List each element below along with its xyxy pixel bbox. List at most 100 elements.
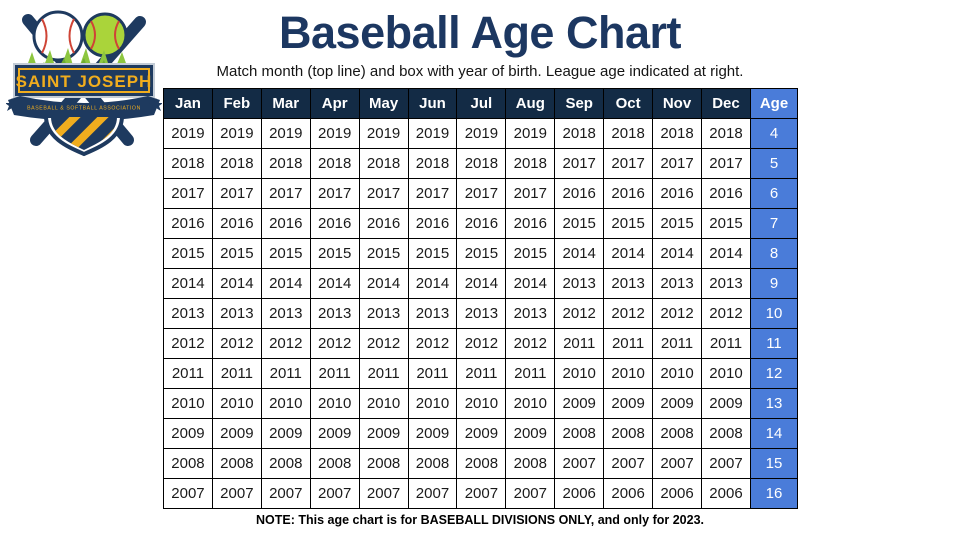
year-cell: 2011 (554, 328, 605, 359)
year-cell: 2008 (456, 448, 507, 479)
year-cell: 2011 (652, 328, 702, 359)
year-cell: 2012 (652, 298, 702, 329)
year-cell: 2013 (700, 268, 752, 299)
table-row-age-12: 2011 2011 2011 2011 2011 2011 2011 2011 2010 2010… (163, 358, 798, 389)
year-cell: 2008 (407, 448, 458, 479)
ribbon-star-right-icon (149, 98, 162, 111)
year-cell: 2010 (163, 388, 213, 419)
year-cell: 2010 (309, 388, 360, 419)
year-cell: 2006 (554, 478, 605, 509)
year-cell: 2014 (505, 268, 556, 299)
column-header-aug: Aug (505, 88, 556, 119)
year-cell: 2013 (211, 298, 262, 329)
column-header-jul: Jul (456, 88, 507, 119)
year-cell: 2010 (554, 358, 605, 389)
year-cell: 2011 (358, 358, 409, 389)
year-cell: 2009 (358, 418, 409, 449)
year-cell: 2012 (163, 328, 213, 359)
year-cell: 2017 (407, 178, 458, 209)
year-cell: 2011 (505, 358, 556, 389)
year-cell: 2015 (309, 238, 360, 269)
column-header-dec: Dec (700, 88, 752, 119)
year-cell: 2019 (163, 118, 213, 149)
year-cell: 2014 (407, 268, 458, 299)
year-cell: 2014 (456, 268, 507, 299)
year-cell: 2014 (260, 268, 311, 299)
year-cell: 2017 (211, 178, 262, 209)
year-cell: 2012 (505, 328, 556, 359)
page-title: Baseball Age Chart (279, 7, 681, 58)
year-cell: 2018 (505, 148, 556, 179)
age-cell: 10 (750, 298, 798, 329)
year-cell: 2015 (652, 208, 702, 239)
year-cell: 2013 (163, 298, 213, 329)
column-header-feb: Feb (211, 88, 262, 119)
year-cell: 2016 (456, 208, 507, 239)
year-cell: 2007 (163, 478, 213, 509)
year-cell: 2015 (163, 238, 213, 269)
year-cell: 2008 (358, 448, 409, 479)
year-cell: 2009 (505, 418, 556, 449)
age-cell: 6 (750, 178, 798, 209)
year-cell: 2013 (652, 268, 702, 299)
year-cell: 2007 (211, 478, 262, 509)
table-head: Jan Feb Mar Apr May Jun Jul Aug Sep Oct Nov Dec Age (163, 88, 798, 119)
age-cell: 11 (750, 328, 798, 359)
year-cell: 2019 (456, 118, 507, 149)
table-row-age-9: 2014 2014 2014 2014 2014 2014 2014 2014 2013 2013… (163, 268, 798, 299)
table-header-row: Jan Feb Mar Apr May Jun Jul Aug Sep Oct Nov Dec Age (163, 88, 798, 119)
year-cell: 2012 (456, 328, 507, 359)
age-cell: 13 (750, 388, 798, 419)
column-header-oct: Oct (603, 88, 654, 119)
year-cell: 2019 (309, 118, 360, 149)
age-cell: 5 (750, 148, 798, 179)
year-cell: 2018 (211, 148, 262, 179)
table-row-age-13: 2010 2010 2010 2010 2010 2010 2010 2010 2009 2009… (163, 388, 798, 419)
year-cell: 2009 (309, 418, 360, 449)
year-cell: 2014 (309, 268, 360, 299)
age-cell: 7 (750, 208, 798, 239)
year-cell: 2017 (652, 148, 702, 179)
year-cell: 2016 (603, 178, 654, 209)
year-cell: 2014 (603, 238, 654, 269)
year-cell: 2014 (358, 268, 409, 299)
baseball-icon (32, 10, 84, 62)
year-cell: 2007 (358, 478, 409, 509)
year-cell: 2015 (554, 208, 605, 239)
year-cell: 2015 (358, 238, 409, 269)
year-cell: 2016 (260, 208, 311, 239)
year-cell: 2010 (603, 358, 654, 389)
column-header-may: May (358, 88, 409, 119)
age-chart-table: Jan Feb Mar Apr May Jun Jul Aug Sep Oct Nov Dec Age … (163, 88, 798, 509)
year-cell: 2015 (456, 238, 507, 269)
year-cell: 2017 (603, 148, 654, 179)
year-cell: 2012 (260, 328, 311, 359)
table-row-age-8: 2015 2015 2015 2015 2015 2015 2015 2015 2014 2014… (163, 238, 798, 269)
year-cell: 2019 (260, 118, 311, 149)
year-cell: 2017 (505, 178, 556, 209)
year-cell: 2016 (505, 208, 556, 239)
table-row-age-11: 2012 2012 2012 2012 2012 2012 2012 2012 2011 2011… (163, 328, 798, 359)
year-cell: 2019 (211, 118, 262, 149)
year-cell: 2018 (260, 148, 311, 179)
year-cell: 2009 (554, 388, 605, 419)
year-cell: 2013 (505, 298, 556, 329)
column-header-nov: Nov (652, 88, 702, 119)
year-cell: 2012 (358, 328, 409, 359)
year-cell: 2007 (603, 448, 654, 479)
year-cell: 2018 (700, 118, 752, 149)
year-cell: 2009 (603, 388, 654, 419)
year-cell: 2018 (309, 148, 360, 179)
year-cell: 2010 (456, 388, 507, 419)
year-cell: 2008 (309, 448, 360, 479)
year-cell: 2015 (603, 208, 654, 239)
year-cell: 2010 (211, 388, 262, 419)
year-cell: 2008 (505, 448, 556, 479)
footer-note: NOTE: This age chart is for BASEBALL DIV… (255, 513, 704, 527)
age-cell: 15 (750, 448, 798, 479)
year-cell: 2008 (652, 418, 702, 449)
age-column-header: Age (750, 88, 798, 119)
year-cell: 2019 (407, 118, 458, 149)
year-cell: 2009 (456, 418, 507, 449)
